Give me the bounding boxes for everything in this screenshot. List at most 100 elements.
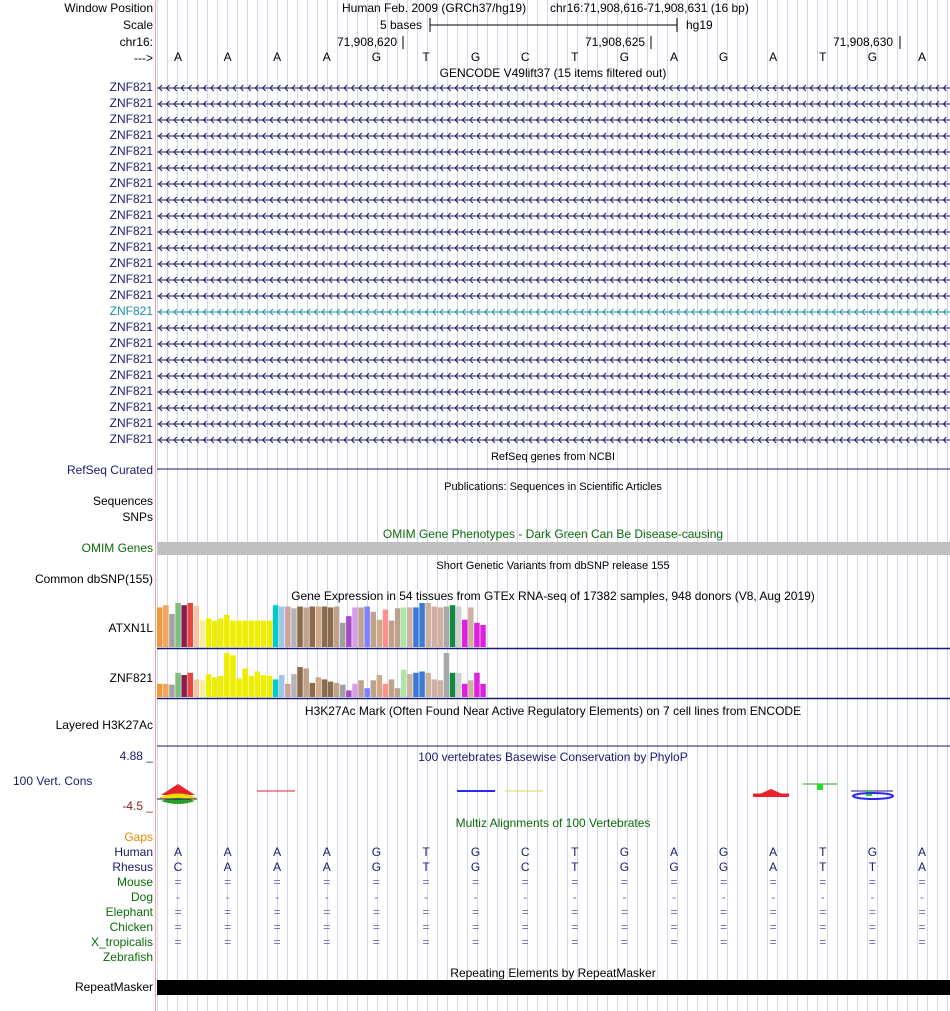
h3k27ac-track-label[interactable]: Layered H3K27Ac: [55, 718, 153, 732]
gencode-transcript[interactable]: [157, 115, 950, 125]
gencode-transcript[interactable]: [157, 355, 950, 365]
gencode-transcript[interactable]: [157, 163, 950, 173]
grid-line: [487, 0, 488, 1011]
publications-track-title[interactable]: Publications: Sequences in Scientific Ar…: [444, 481, 662, 493]
gencode-transcript-label[interactable]: ZNF821: [109, 272, 153, 286]
refseq-gene-line[interactable]: [157, 468, 950, 472]
gencode-transcript-label[interactable]: ZNF821: [109, 240, 153, 254]
gencode-transcript-label[interactable]: ZNF821: [109, 224, 153, 238]
gencode-transcript-label[interactable]: ZNF821: [109, 368, 153, 382]
dbsnp-track-label[interactable]: Common dbSNP(155): [34, 572, 153, 586]
window-position-label: Window Position: [64, 1, 153, 15]
phylop-logo-plot[interactable]: [157, 775, 950, 815]
gencode-transcript[interactable]: [157, 179, 950, 189]
species-label[interactable]: Mouse: [116, 875, 153, 889]
gencode-transcript-label[interactable]: ZNF821: [109, 96, 153, 110]
gencode-transcript[interactable]: [157, 211, 950, 221]
gtex-expression-chart[interactable]: [157, 600, 950, 700]
species-label[interactable]: Chicken: [109, 920, 153, 934]
gencode-transcript-label[interactable]: ZNF821: [109, 80, 153, 94]
phylop-track-title[interactable]: 100 vertebrates Basewise Conservation by…: [418, 750, 688, 764]
refseq-track-title[interactable]: RefSeq genes from NCBI: [490, 451, 616, 463]
phylop-track-label[interactable]: 100 Vert. Cons: [13, 774, 93, 788]
gencode-transcript[interactable]: [157, 275, 950, 285]
gencode-transcript-label[interactable]: ZNF821: [109, 288, 153, 302]
gtex-tissue-bar: [462, 619, 468, 647]
gtex-gene-label[interactable]: ZNF821: [109, 671, 153, 685]
publications-snps-label[interactable]: SNPs: [122, 510, 153, 524]
grid-line: [727, 0, 728, 1011]
gencode-transcript-label[interactable]: ZNF821: [109, 352, 153, 366]
species-label[interactable]: Dog: [130, 890, 153, 904]
gencode-transcript-label[interactable]: ZNF821: [109, 128, 153, 142]
scale-text: 5 bases: [380, 18, 423, 32]
gtex-gene-label[interactable]: ATXN1L: [108, 621, 153, 635]
refseq-track-label[interactable]: RefSeq Curated: [66, 463, 153, 477]
gencode-transcript[interactable]: [157, 339, 950, 349]
species-label[interactable]: Human: [114, 845, 153, 859]
species-label[interactable]: Zebrafish: [102, 950, 153, 964]
gencode-transcript-label[interactable]: ZNF821: [109, 400, 153, 414]
dbsnp-track-title[interactable]: Short Genetic Variants from dbSNP releas…: [436, 560, 670, 572]
repeatmasker-track-label[interactable]: RepeatMasker: [74, 980, 153, 994]
omim-track-label[interactable]: OMIM Genes: [81, 541, 153, 555]
gencode-transcript-label[interactable]: ZNF821: [109, 208, 153, 222]
strand-arrows: [158, 148, 947, 156]
sequence-base: G: [867, 50, 878, 64]
gencode-transcript[interactable]: [157, 99, 950, 109]
gencode-transcript-label[interactable]: ZNF821: [109, 336, 153, 350]
h3k27ac-track-title[interactable]: H3K27Ac Mark (Often Found Near Active Re…: [304, 704, 802, 718]
gencode-transcript[interactable]: [157, 195, 950, 205]
gencode-track-title[interactable]: GENCODE V49lift37 (15 items filtered out…: [439, 66, 667, 80]
gtex-track-title[interactable]: Gene Expression in 54 tissues from GTEx …: [291, 589, 815, 603]
omim-track-title[interactable]: OMIM Gene Phenotypes - Dark Green Can Be…: [382, 527, 724, 541]
gencode-transcript-label[interactable]: ZNF821: [109, 192, 153, 206]
gencode-transcript-label[interactable]: ZNF821: [109, 144, 153, 158]
gencode-transcript[interactable]: [157, 83, 950, 93]
species-label[interactable]: Elephant: [105, 905, 153, 919]
publications-sequences-label[interactable]: Sequences: [92, 494, 153, 508]
gencode-transcript[interactable]: [157, 307, 950, 317]
gencode-transcript-label[interactable]: ZNF821: [109, 320, 153, 334]
gencode-transcript-label[interactable]: ZNF821: [109, 416, 153, 430]
gencode-transcript[interactable]: [157, 387, 950, 397]
gtex-tissue-bar: [272, 679, 279, 697]
gencode-transcript[interactable]: [157, 227, 950, 237]
species-label[interactable]: Rhesus: [112, 860, 153, 874]
grid-line: [477, 0, 478, 1011]
omim-phenotype-bar[interactable]: [157, 542, 950, 555]
gtex-tissue-bar: [242, 668, 248, 697]
gencode-transcript-label[interactable]: ZNF821: [109, 384, 153, 398]
gencode-transcript-label[interactable]: ZNF821: [109, 432, 153, 446]
gencode-transcript[interactable]: [157, 435, 950, 445]
gencode-transcript[interactable]: [157, 131, 950, 141]
sequence-base: A: [769, 50, 778, 64]
gtex-tissue-bar: [321, 679, 328, 697]
gencode-transcript[interactable]: [157, 243, 950, 253]
gencode-transcript[interactable]: [157, 323, 950, 333]
gtex-tissue-bar: [157, 683, 163, 697]
gtex-tissue-bar: [218, 618, 224, 647]
gencode-transcript[interactable]: [157, 419, 950, 429]
repeatmasker-track-title[interactable]: Repeating Elements by RepeatMasker: [450, 966, 656, 980]
grid-line: [257, 0, 258, 1011]
species-label[interactable]: X_tropicalis: [90, 935, 153, 949]
gencode-transcript[interactable]: [157, 403, 950, 413]
grid-line: [547, 0, 548, 1011]
gencode-transcript[interactable]: [157, 291, 950, 301]
gencode-transcript[interactable]: [157, 371, 950, 381]
gencode-transcript-label[interactable]: ZNF821: [109, 176, 153, 190]
multiz-track-title[interactable]: Multiz Alignments of 100 Vertebrates: [455, 816, 651, 830]
grid-line: [817, 0, 818, 1011]
gencode-transcript-label[interactable]: ZNF821: [109, 304, 153, 318]
strand-arrows: [158, 180, 947, 188]
repeatmasker-element-bar[interactable]: [157, 980, 950, 995]
gencode-transcript[interactable]: [157, 147, 950, 157]
alignment-base: A: [769, 845, 778, 859]
gencode-transcript-label[interactable]: ZNF821: [109, 112, 153, 126]
gencode-transcript-label[interactable]: ZNF821: [109, 160, 153, 174]
gencode-transcript-label[interactable]: ZNF821: [109, 256, 153, 270]
gencode-transcript[interactable]: [157, 259, 950, 269]
alignment-base: =: [720, 920, 728, 934]
